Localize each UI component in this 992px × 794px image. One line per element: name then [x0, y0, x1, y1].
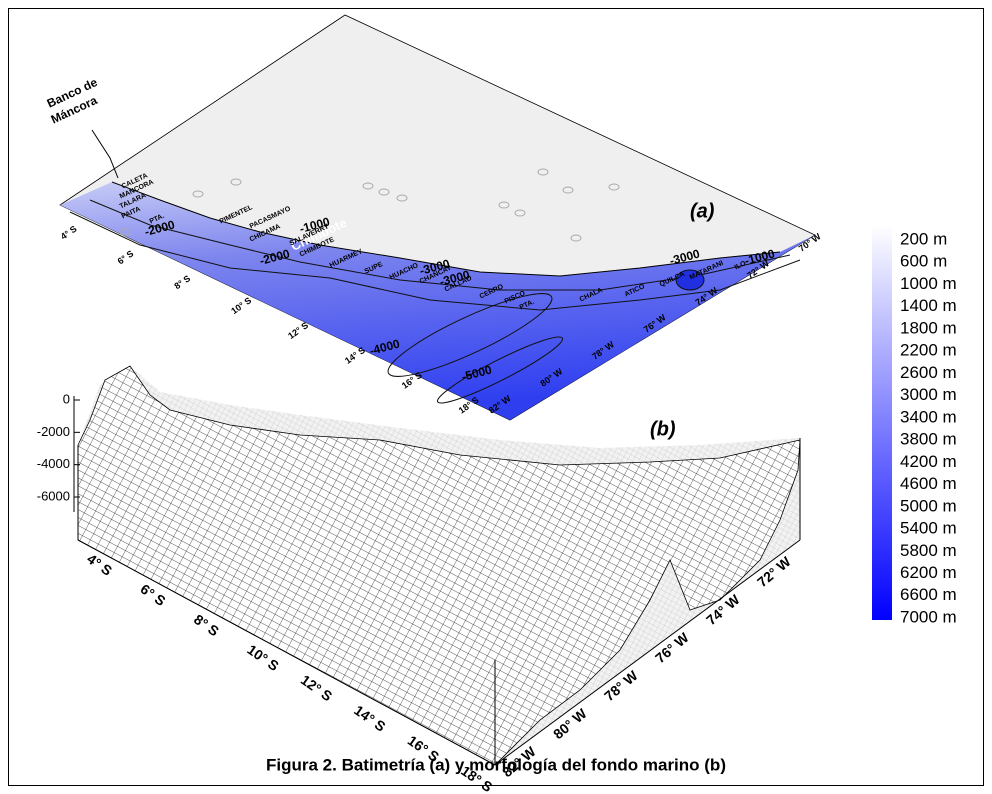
colorbar-label: 1400 m	[900, 296, 957, 315]
z-tick-label: -6000	[37, 488, 70, 503]
colorbar-label: 2200 m	[900, 341, 957, 360]
colorbar-label: 7000 m	[900, 607, 957, 626]
figure: Figura 2. Batimetría (a) y morfología de…	[0, 0, 992, 794]
z-tick-label: -4000	[37, 456, 70, 471]
colorbar-label: 3400 m	[900, 407, 957, 426]
colorbar-label: 4600 m	[900, 474, 957, 493]
colorbar	[872, 225, 892, 620]
colorbar-label: 600 m	[900, 252, 947, 271]
z-tick-label: 0	[63, 391, 70, 406]
colorbar-label: 5400 m	[900, 519, 957, 538]
colorbar-label: 5800 m	[900, 541, 957, 560]
colorbar-label: 2600 m	[900, 363, 957, 382]
colorbar-label: 3800 m	[900, 430, 957, 449]
colorbar-label: 4200 m	[900, 452, 957, 471]
colorbar-label: 1800 m	[900, 318, 957, 337]
z-tick-label: -2000	[37, 424, 70, 439]
colorbar-label: 6200 m	[900, 563, 957, 582]
panel-label: (b)	[650, 418, 676, 440]
colorbar-label: 6600 m	[900, 585, 957, 604]
colorbar-label: 3000 m	[900, 385, 957, 404]
colorbar-label: 1000 m	[900, 274, 957, 293]
colorbar-label: 5000 m	[900, 496, 957, 515]
panel-label: (a)	[690, 200, 715, 222]
colorbar-label: 200 m	[900, 229, 947, 248]
caption: Figura 2. Batimetría (a) y morfología de…	[266, 755, 726, 774]
